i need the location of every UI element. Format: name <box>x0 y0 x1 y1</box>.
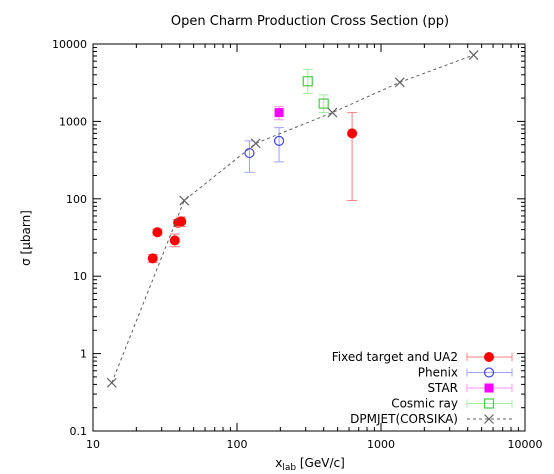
legend-marker <box>484 352 494 362</box>
data-point <box>347 128 358 139</box>
data-point <box>274 108 284 118</box>
series-layer <box>106 50 479 388</box>
data-point <box>394 77 405 88</box>
data-point <box>147 253 158 264</box>
data-point <box>169 235 180 246</box>
x-tick-label: 10000 <box>508 438 543 451</box>
legend-label: Fixed target and UA2 <box>332 350 458 364</box>
legend-marker <box>483 367 495 378</box>
data-point <box>244 147 255 159</box>
legend-item: DPMJET(CORSIKA) <box>350 412 512 426</box>
series-line <box>111 54 474 383</box>
legend-label: Cosmic ray <box>391 397 458 411</box>
series-phenix <box>244 127 285 173</box>
series-fixed-target-and-ua2 <box>147 112 358 264</box>
chart-title: Open Charm Production Cross Section (pp) <box>171 14 449 29</box>
data-point <box>179 195 190 206</box>
legend-marker <box>484 414 494 424</box>
x-tick-label: 10 <box>86 438 100 451</box>
data-point <box>176 216 187 227</box>
x-axis: 10 100 1000 10000 <box>86 44 543 451</box>
legend-item: Cosmic ray <box>391 397 513 411</box>
data-point <box>318 98 329 109</box>
x-axis-label-main: x <box>275 456 282 470</box>
y-tick-label: 10 <box>73 270 87 283</box>
x-axis-label: xlab [GeV/c] <box>275 456 345 473</box>
legend-label: Phenix <box>418 366 458 380</box>
data-point <box>106 377 117 388</box>
x-tick-label: 100 <box>227 438 248 451</box>
y-tick-label: 1 <box>80 348 87 361</box>
data-point <box>250 138 261 149</box>
legend-label: STAR <box>427 381 458 395</box>
legend-label: DPMJET(CORSIKA) <box>350 412 458 426</box>
legend-marker <box>483 398 495 409</box>
legend-item: Phenix <box>418 366 513 380</box>
data-point <box>152 227 163 238</box>
y-axis-label: σ [μbarn] <box>19 210 33 266</box>
data-point <box>273 135 285 146</box>
y-tick-label: 0.1 <box>70 425 88 438</box>
y-tick-label: 100 <box>66 193 87 206</box>
y-tick-label: 1000 <box>59 115 87 128</box>
y-tick-label: 10000 <box>52 38 87 51</box>
series-cosmic-ray <box>302 68 329 114</box>
x-axis-label-rest: [GeV/c] <box>296 456 345 470</box>
data-point <box>468 50 479 60</box>
x-tick-label: 1000 <box>367 438 395 451</box>
data-point <box>327 107 338 118</box>
y-axis: 0.1 1 10 100 1000 10000 <box>52 38 525 438</box>
plot-frame <box>92 43 526 432</box>
series-star <box>274 106 285 121</box>
data-point <box>302 76 313 87</box>
x-axis-label-sub: lab <box>282 463 296 473</box>
series-dpmjet-corsika <box>106 50 479 388</box>
legend-item: STAR <box>427 381 513 395</box>
legend-marker <box>484 383 494 393</box>
legend-item: Fixed target and UA2 <box>332 350 513 364</box>
